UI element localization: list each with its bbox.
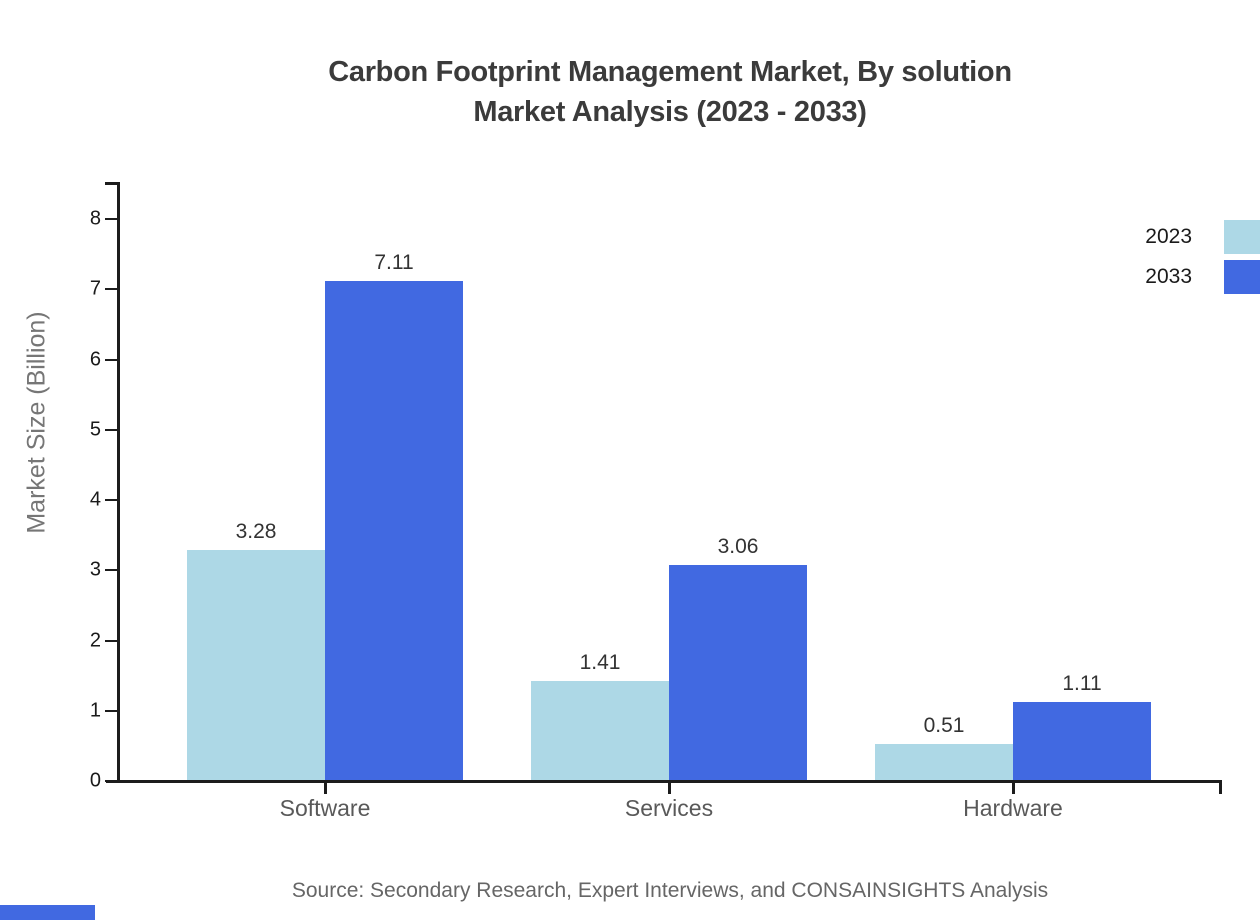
legend-label-2033: 2033: [1145, 265, 1192, 288]
bar-2033-hardware: [1013, 702, 1151, 780]
bar-2023-services: [531, 680, 669, 780]
y-tick: [105, 288, 118, 291]
bar-value-label: 1.41: [579, 650, 621, 674]
chart-title-line1: Carbon Footprint Management Market, By s…: [328, 56, 1012, 88]
y-tick-label: 2: [89, 629, 101, 651]
y-tick-label: 6: [89, 348, 101, 370]
bar-value-label: 7.11: [374, 250, 414, 274]
legend-swatch-2033: [1224, 260, 1260, 294]
bar-value-label: 1.11: [1062, 672, 1102, 696]
y-axis-endcap: [105, 182, 118, 185]
bar-2033-services: [669, 565, 807, 780]
y-tick: [105, 358, 118, 361]
y-tick: [105, 780, 118, 782]
y-axis-line: [117, 182, 120, 782]
x-category-label: Hardware: [963, 795, 1063, 821]
x-tick: [1012, 780, 1015, 794]
x-tick: [324, 780, 327, 794]
bar-value-label: 3.28: [235, 519, 277, 543]
bar-value-label: 3.06: [717, 535, 759, 559]
legend-label-2023: 2023: [1145, 225, 1192, 248]
y-tick-label: 3: [89, 558, 101, 581]
y-tick: [105, 709, 118, 712]
y-tick: [105, 218, 118, 220]
bar-2033-software: [325, 280, 463, 780]
y-tick-label: 5: [89, 418, 101, 441]
y-tick-label: 7: [89, 277, 101, 300]
y-tick-label: 0: [89, 769, 101, 792]
source-note: Source: Secondary Research, Expert Inter…: [291, 879, 1049, 902]
y-tick: [105, 569, 118, 572]
x-tick: [668, 780, 671, 794]
y-tick: [105, 639, 118, 642]
bar-value-label: 0.51: [923, 714, 965, 738]
x-category-label: Services: [624, 795, 714, 821]
y-tick-label: 8: [89, 207, 101, 230]
y-tick-label: 4: [89, 488, 101, 511]
bar-2023-hardware: [875, 744, 1013, 780]
chart-title-line2: Market Analysis (2023 - 2033): [473, 96, 867, 128]
chart-title: Carbon Footprint Management Market, By s…: [80, 52, 1260, 132]
y-tick: [105, 428, 118, 431]
legend-swatch-2023: [1224, 220, 1260, 254]
brand-strip: [0, 905, 95, 920]
y-tick: [105, 499, 118, 501]
y-tick-label: 1: [89, 699, 101, 722]
x-axis-line: [106, 780, 1221, 783]
x-axis-endcap: [1219, 780, 1222, 794]
bar-2023-software: [187, 549, 325, 780]
x-category-label: Software: [279, 795, 371, 821]
